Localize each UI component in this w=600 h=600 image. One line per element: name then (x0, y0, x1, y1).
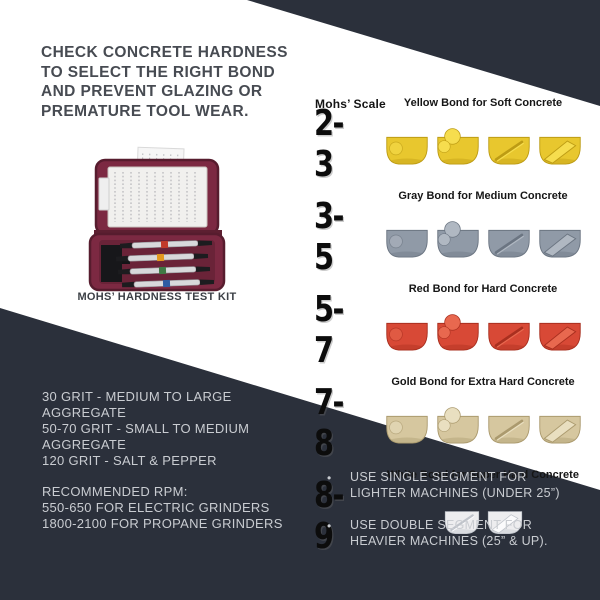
segment-knob-icon (436, 407, 479, 444)
bullet-list: • USE SINGLE SEGMENT FOR LIGHTER MACHINE… (327, 469, 569, 565)
segment-groove-icon (487, 136, 530, 165)
segment-button-icon (385, 229, 428, 258)
segment-row (370, 407, 596, 464)
bullet-text: USE DOUBLE SEGMENT FOR HEAVIER MACHINES … (350, 518, 548, 548)
segment-groove-icon (487, 229, 530, 258)
mohs-row: 8-9 White Bond for Super Hard Concrete (310, 469, 596, 557)
list-item: • USE DOUBLE SEGMENT FOR HEAVIER MACHINE… (327, 517, 569, 549)
segment-button-icon (385, 136, 428, 165)
segment-row (370, 128, 596, 185)
bullet-icon: • (327, 471, 332, 485)
segment-knob-icon (436, 221, 479, 258)
segment-knob-icon (436, 128, 479, 165)
mohs-row: 3-5 Gray Bond for Medium Concrete (310, 190, 596, 278)
bond-label: Yellow Bond for Soft Concrete (403, 97, 563, 109)
intro-headline: CHECK CONCRETE HARDNESS TO SELECT THE RI… (41, 44, 288, 120)
mohs-row: 2-3 Yellow Bond for Soft Concrete (310, 97, 596, 185)
mohs-scale: Mohs’ Scale 2-3 Yellow Bond for Soft Conc… (310, 94, 596, 562)
grit-rpm-info: 30 GRIT - MEDIUM TO LARGE AGGREGATE 50-7… (42, 389, 314, 532)
grit-info: 30 GRIT - MEDIUM TO LARGE AGGREGATE 50-7… (42, 389, 250, 468)
bullet-text: USE SINGLE SEGMENT FOR LIGHTER MACHINES … (350, 470, 560, 500)
bullet-icon: • (327, 519, 332, 533)
kit-label-tag (98, 177, 110, 211)
list-item: • USE SINGLE SEGMENT FOR LIGHTER MACHINE… (327, 469, 569, 501)
mohs-rows: 2-3 Yellow Bond for Soft Concrete 3-5 Gray … (310, 94, 596, 557)
mohs-test-kit-image (88, 146, 226, 292)
bond-label: Red Bond for Hard Concrete (408, 283, 558, 295)
mohs-range: 8-9 (314, 475, 344, 557)
segment-button-icon (385, 322, 428, 351)
mohs-row: 5-7 Red Bond for Hard Concrete (310, 283, 596, 371)
kit-stone-block (101, 245, 122, 282)
segment-knob-icon (436, 314, 479, 351)
rpm-info: RECOMMENDED RPM: 550-650 FOR ELECTRIC GR… (42, 484, 283, 531)
segment-groove-icon (487, 322, 530, 351)
kit-caption: MOHS’ HARDNESS TEST KIT (77, 291, 237, 303)
segment-groove-icon (487, 415, 530, 444)
segment-bar-icon (538, 136, 581, 165)
segment-row (370, 504, 596, 558)
segment-row (370, 314, 596, 371)
mohs-range: 5-7 (314, 289, 344, 371)
bond-label: White Bond for Super Hard Concrete (387, 469, 579, 481)
segment-bar-icon (487, 510, 522, 534)
segment-button-icon (385, 415, 428, 444)
mohs-range: 3-5 (314, 196, 344, 278)
kit-pick (115, 240, 215, 288)
segment-bar-icon (538, 229, 581, 258)
mohs-range: 2-3 (314, 103, 344, 185)
bond-label: Gold Bond for Extra Hard Concrete (391, 376, 575, 388)
segment-bar-icon (538, 322, 581, 351)
mohs-range: 7-8 (314, 382, 344, 464)
top-right-triangle (247, 0, 600, 106)
segment-row (370, 221, 596, 278)
bond-label: Gray Bond for Medium Concrete (398, 190, 568, 202)
segment-groove-icon (444, 510, 479, 534)
segment-bar-icon (538, 415, 581, 444)
mohs-scale-header: Mohs’ Scale (315, 97, 386, 111)
mohs-row: 7-8 Gold Bond for Extra Hard Concrete (310, 376, 596, 464)
